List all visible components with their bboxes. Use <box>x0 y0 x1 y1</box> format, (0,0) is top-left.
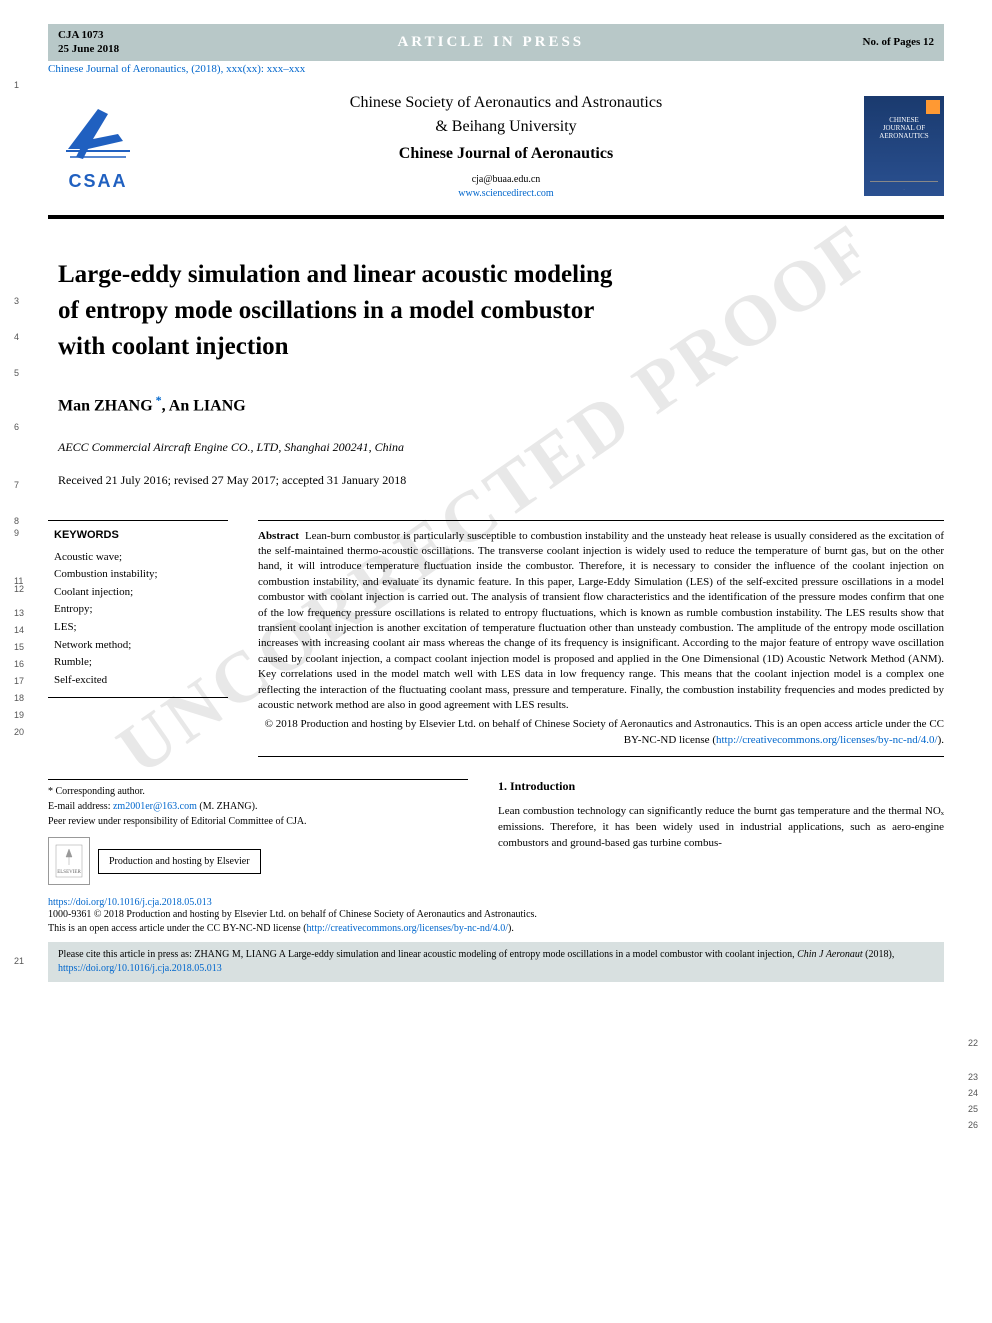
elsevier-row: ELSEVIER Production and hosting by Elsev… <box>48 837 468 885</box>
contact-info: cja@buaa.edu.cn www.sciencedirect.com <box>164 173 848 201</box>
intro-column: 1. Introduction Lean combustion technolo… <box>498 779 944 885</box>
page-count: No. of Pages 12 <box>863 36 935 48</box>
citation-box: Please cite this article in press as: ZH… <box>48 942 944 982</box>
lineno: 3 <box>14 296 19 306</box>
csaa-logo: CSAA <box>48 96 148 196</box>
lineno: 14 <box>14 625 24 635</box>
keyword-item: Coolant injection; <box>54 584 228 602</box>
keyword-item: Combustion instability; <box>54 566 228 584</box>
society-name: Chinese Society of Aeronautics and Astro… <box>164 91 848 139</box>
lineno: 4 <box>14 332 19 342</box>
lineno: 13 <box>14 608 24 618</box>
lineno: 19 <box>14 710 24 720</box>
cite-doi-link[interactable]: https://doi.org/10.1016/j.cja.2018.05.01… <box>58 963 222 974</box>
lineno: 5 <box>14 368 19 378</box>
svg-text:ELSEVIER: ELSEVIER <box>57 870 81 875</box>
doi-link[interactable]: https://doi.org/10.1016/j.cja.2018.05.01… <box>48 897 212 908</box>
section-heading: 1. Introduction <box>498 779 944 794</box>
abstract-text: Abstract Lean-burn combustor is particul… <box>258 529 944 714</box>
lineno: 15 <box>14 642 24 652</box>
abstract-copyright: © 2018 Production and hosting by Elsevie… <box>258 717 944 748</box>
lineno: 24 <box>968 1088 978 1098</box>
lineno: 25 <box>968 1104 978 1114</box>
journal-cover: CHINESE JOURNAL OF AERONAUTICS · <box>864 96 944 196</box>
keyword-item: Network method; <box>54 637 228 655</box>
footer-columns: * Corresponding author. E-mail address: … <box>48 779 944 885</box>
lineno: 8 <box>14 516 19 526</box>
lineno: 12 <box>14 584 24 594</box>
keyword-item: Rumble; <box>54 654 228 672</box>
lineno: 23 <box>968 1072 978 1082</box>
lineno: 9 <box>14 528 19 538</box>
lineno: 16 <box>14 659 24 669</box>
email-line: E-mail address: zm2001er@163.com (M. ZHA… <box>48 799 468 814</box>
keywords-box: KEYWORDS Acoustic wave; Combustion insta… <box>48 520 228 699</box>
keyword-item: Self-excited <box>54 672 228 690</box>
abstract-column: Abstract Lean-burn combustor is particul… <box>258 520 944 757</box>
footnote-column: * Corresponding author. E-mail address: … <box>48 779 468 885</box>
keywords-column: KEYWORDS Acoustic wave; Combustion insta… <box>48 520 228 757</box>
article-date: 25 June 2018 <box>58 42 119 56</box>
lineno: 18 <box>14 693 24 703</box>
affiliation: AECC Commercial Aircraft Engine CO., LTD… <box>58 440 944 455</box>
article-dates: Received 21 July 2016; revised 27 May 20… <box>58 473 944 488</box>
lineno: 17 <box>14 676 24 686</box>
keyword-item: LES; <box>54 619 228 637</box>
keywords-heading: KEYWORDS <box>54 529 228 541</box>
production-note: Production and hosting by Elsevier <box>98 849 261 874</box>
elsevier-logo-icon: ELSEVIER <box>48 837 90 885</box>
lineno: 7 <box>14 480 19 490</box>
keyword-item: Entropy; <box>54 601 228 619</box>
author-email-link[interactable]: zm2001er@163.com <box>113 801 197 812</box>
abstract-box: Abstract Lean-burn combustor is particul… <box>258 520 944 757</box>
elsevier-tree-icon <box>926 100 940 114</box>
journal-name: Chinese Journal of Aeronautics <box>164 145 848 163</box>
doi-line: https://doi.org/10.1016/j.cja.2018.05.01… <box>48 897 944 908</box>
license-link[interactable]: http://creativecommons.org/licenses/by-n… <box>716 734 938 746</box>
bottom-copyright: 1000-9361 © 2018 Production and hosting … <box>48 908 944 936</box>
title-section: Large-eddy simulation and linear acousti… <box>48 257 944 488</box>
peer-review-note: Peer review under responsibility of Edit… <box>48 814 468 829</box>
lineno: 21 <box>14 956 24 966</box>
article-title: Large-eddy simulation and linear acousti… <box>58 257 944 366</box>
banner-status: ARTICLE IN PRESS <box>397 34 584 51</box>
corresponding-mark: * <box>153 393 162 407</box>
article-code: CJA 1073 <box>58 28 119 42</box>
lineno: 1 <box>14 80 19 90</box>
page-container: 1 3 4 5 6 7 8 9 11 12 13 14 15 16 17 18 … <box>0 0 992 998</box>
airplane-icon <box>58 99 138 169</box>
intro-text: Lean combustion technology can significa… <box>498 804 944 852</box>
banner-left: CJA 1073 25 June 2018 <box>58 28 119 57</box>
journal-header: CSAA Chinese Society of Aeronautics and … <box>48 81 944 219</box>
top-banner: CJA 1073 25 June 2018 ARTICLE IN PRESS N… <box>48 24 944 61</box>
keywords-abstract-row: KEYWORDS Acoustic wave; Combustion insta… <box>48 520 944 757</box>
corresponding-note: * Corresponding author. <box>48 784 468 799</box>
lineno: 6 <box>14 422 19 432</box>
keyword-item: Acoustic wave; <box>54 549 228 567</box>
cover-title: CHINESE JOURNAL OF AERONAUTICS <box>879 116 928 141</box>
lineno: 26 <box>968 1120 978 1130</box>
lineno: 22 <box>968 1038 978 1048</box>
journal-reference: Chinese Journal of Aeronautics, (2018), … <box>48 63 944 75</box>
sciencedirect-link[interactable]: www.sciencedirect.com <box>458 188 553 199</box>
contact-email: cja@buaa.edu.cn <box>472 174 541 185</box>
logo-text: CSAA <box>68 171 127 192</box>
header-center: Chinese Society of Aeronautics and Astro… <box>164 91 848 201</box>
license-link-bottom[interactable]: http://creativecommons.org/licenses/by-n… <box>307 923 508 934</box>
authors: Man ZHANG *, An LIANG <box>58 393 944 415</box>
lineno: 20 <box>14 727 24 737</box>
